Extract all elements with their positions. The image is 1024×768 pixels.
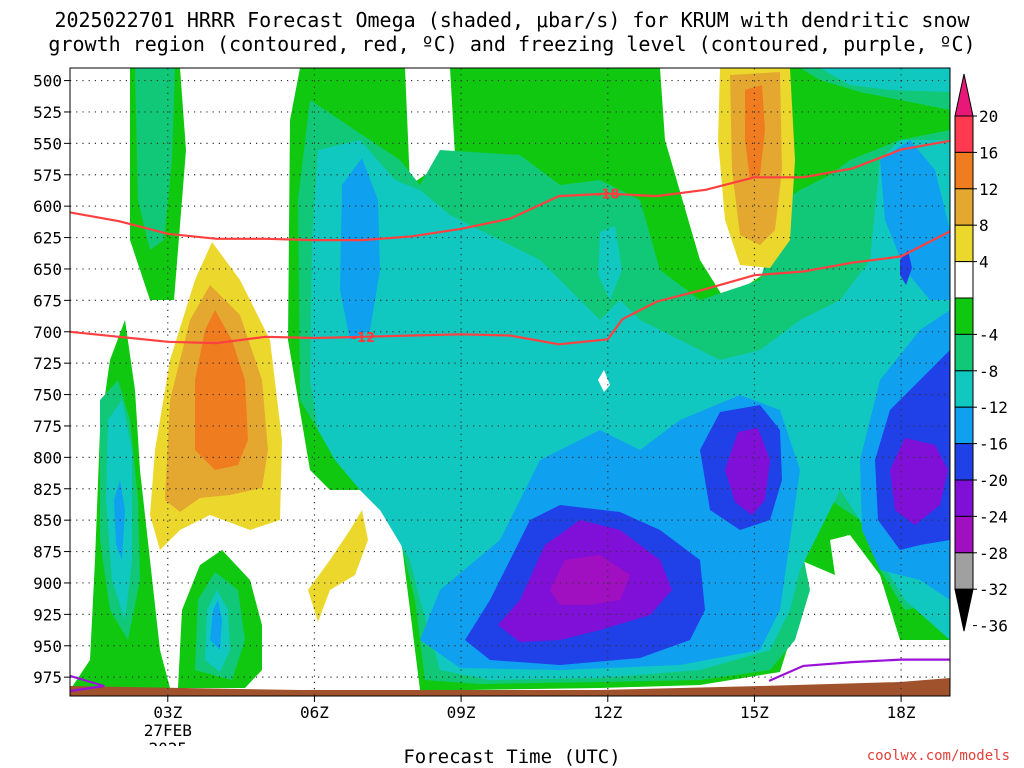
- x-tick-year: 2025: [149, 739, 188, 746]
- omega-region-neg12: [820, 68, 950, 92]
- y-tick-label: 675: [33, 291, 62, 310]
- colorbar-band: [954, 115, 974, 153]
- isotherm-label: -18: [596, 188, 620, 203]
- omega-region-neg24: [725, 428, 770, 515]
- x-axis: 03Z27FEB2025 06Z 09Z 12Z 15Z 18Z: [144, 696, 916, 746]
- x-tick-label: 18Z: [887, 703, 916, 722]
- colorbar-top-arrow: [954, 73, 974, 117]
- chart-title-line1: 2025022701 HRRR Forecast Omega (shaded, …: [54, 8, 970, 32]
- isotherm-line: [70, 230, 950, 346]
- colorbar-label: -20: [979, 471, 1008, 490]
- colorbar-label: -16: [979, 435, 1008, 454]
- freezing-level-line: [70, 674, 105, 693]
- colorbar-band: [954, 261, 974, 299]
- colorbar-band: [954, 515, 974, 554]
- colorbar-label: -4: [979, 325, 998, 344]
- colorbar-label: -28: [979, 544, 1008, 563]
- colorbar-label: 16: [979, 143, 998, 162]
- omega-gap: [838, 535, 855, 565]
- colorbar-band: [954, 151, 974, 190]
- colorbar-label: 4: [979, 253, 989, 272]
- site-credit: coolwx.com/models: [866, 748, 1010, 764]
- y-tick-label: 950: [33, 637, 62, 656]
- y-tick-label: 500: [33, 72, 62, 91]
- x-axis-title: Forecast Time (UTC): [403, 746, 621, 768]
- colorbar-band: [954, 224, 974, 263]
- colorbar-band: [954, 188, 974, 226]
- colorbar-band: [954, 297, 974, 335]
- x-tick-label: 06Z: [300, 703, 329, 722]
- x-tick-date: 27FEB: [144, 721, 192, 740]
- colorbar-label: 20: [979, 107, 998, 126]
- plot-frame: [69, 67, 951, 697]
- omega-region-neg20: [900, 250, 912, 285]
- y-tick-label: 825: [33, 480, 62, 499]
- omega-region-neg16: [210, 600, 222, 650]
- isotherm-label: -12: [352, 331, 376, 346]
- y-tick-label: 700: [33, 323, 62, 342]
- x-tick-label: 15Z: [740, 703, 769, 722]
- colorbar-band: [954, 370, 974, 408]
- colorbar-band: [954, 479, 974, 517]
- colorbar: 20 16 12 8 4 -4 -8 -12 -16 -20 -24 -28 -32 -36: [954, 73, 1008, 636]
- y-tick-label: 925: [33, 605, 62, 624]
- omega-region-neg12: [310, 140, 950, 680]
- y-tick-label: 625: [33, 229, 62, 248]
- x-tick-label: 09Z: [447, 703, 476, 722]
- omega-region-pos4: [308, 510, 368, 622]
- colorbar-label: -8: [979, 362, 998, 381]
- y-tick-label: 525: [33, 103, 62, 122]
- omega-region-neg24: [890, 438, 948, 525]
- y-tick-label: 775: [33, 417, 62, 436]
- ground: [70, 678, 950, 696]
- colorbar-label: -12: [979, 398, 1008, 417]
- y-tick-label: 575: [33, 166, 62, 185]
- omega-region-neg16: [340, 158, 380, 340]
- y-axis: 500 525 550 575 600 625 650 675 700 725 750 775 800 8…: [33, 72, 70, 687]
- colorbar-label: -24: [979, 507, 1008, 526]
- omega-chart: -18 -12 500 525 550 575 600 625 650 675 700 725 750…: [33, 67, 1008, 746]
- chart-title-line2: growth region (contoured, red, ºC) and f…: [48, 32, 976, 56]
- freezing-level-line: [768, 658, 950, 682]
- colorbar-band: [954, 406, 974, 445]
- y-tick-label: 750: [33, 386, 62, 405]
- omega-region-pos12: [195, 310, 248, 470]
- y-tick-label: 725: [33, 354, 62, 373]
- y-tick-label: 900: [33, 574, 62, 593]
- omega-region-neg8: [135, 68, 175, 250]
- y-tick-label: 800: [33, 448, 62, 467]
- omega-shading: [70, 68, 950, 690]
- colorbar-label: 12: [979, 180, 998, 199]
- omega-region-neg28: [550, 555, 630, 605]
- omega-region-neg12: [598, 226, 622, 300]
- omega-region-neg16: [880, 140, 950, 300]
- y-tick-label: 975: [33, 668, 62, 687]
- colorbar-label: 8: [979, 216, 989, 235]
- colorbar-label: -36: [979, 617, 1008, 636]
- colorbar-band: [954, 443, 974, 481]
- y-tick-label: 850: [33, 511, 62, 530]
- colorbar-bottom-arrow: [954, 588, 974, 632]
- omega-region-neg16: [114, 480, 125, 560]
- x-tick-label: 12Z: [593, 703, 622, 722]
- omega-region-pos12: [745, 85, 765, 180]
- y-tick-label: 600: [33, 197, 62, 216]
- y-tick-label: 650: [33, 260, 62, 279]
- colorbar-band: [954, 333, 974, 372]
- temperature-contours: -18 -12: [70, 139, 950, 693]
- y-tick-label: 550: [33, 134, 62, 153]
- x-tick-label: 03Z: [153, 703, 182, 722]
- colorbar-label: -32: [979, 580, 1008, 599]
- colorbar-band: [954, 552, 974, 590]
- y-tick-label: 875: [33, 543, 62, 562]
- omega-gap: [598, 370, 610, 392]
- isotherm-line: [70, 139, 950, 242]
